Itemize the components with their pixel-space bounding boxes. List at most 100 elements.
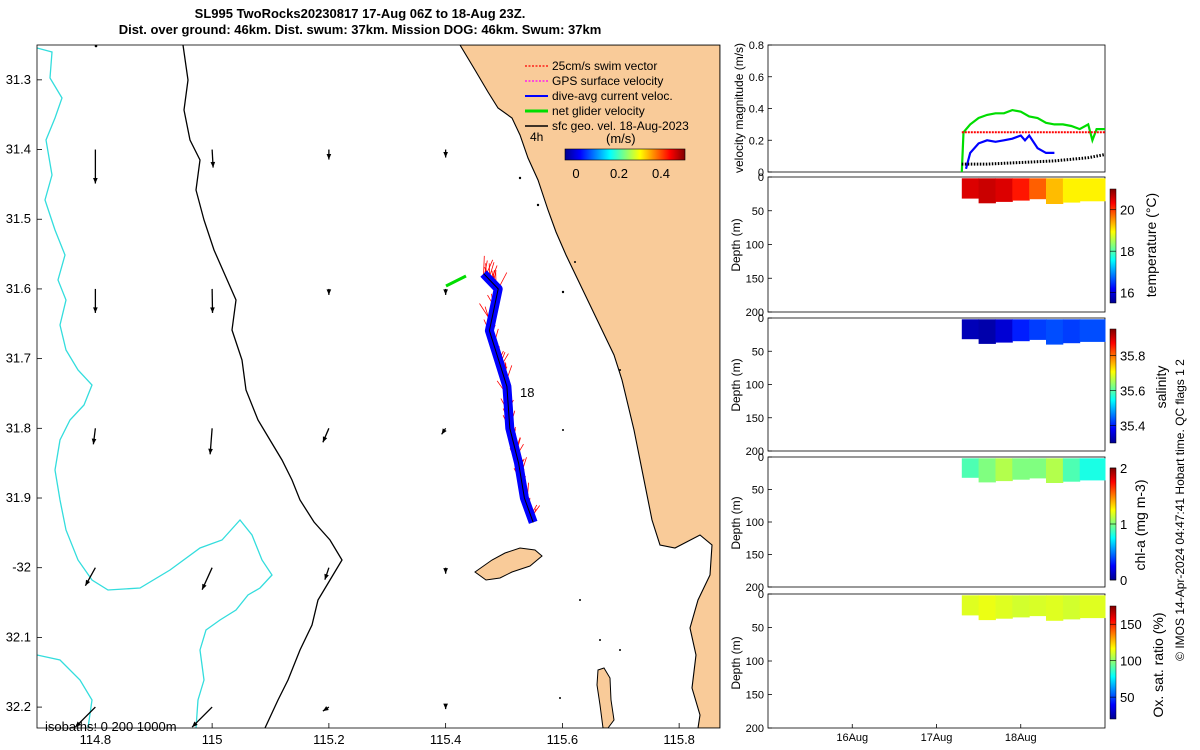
section-panels: Depth (m) temperature (°C) Depth (m) sal… — [729, 172, 1169, 735]
velocity-series-line — [960, 108, 1105, 173]
section-data: 05010015020016182005010015020035.435.635… — [746, 172, 1146, 735]
section-cell — [1029, 319, 1047, 340]
geo-velocity-arrowhead — [208, 448, 213, 455]
colorbar-tick-label: 16 — [1120, 286, 1134, 301]
map-y-ticks: 31.3 31.4 31.5 31.6 31.7 31.8 31.9 -32 32.1 32.2 — [6, 72, 42, 714]
chla-ylabel: Depth (m) — [729, 496, 743, 549]
section-cell — [1029, 595, 1047, 617]
colorbar-tick-label: 35.6 — [1120, 383, 1145, 398]
velocity-panel: 0 0.2 0.4 0.6 0.8 velocity magnitude (m/s) — [732, 40, 1106, 179]
velocity-series-line — [964, 133, 1055, 170]
time-axis: 16Aug 17Aug 18Aug — [836, 724, 1037, 744]
land-mass — [459, 45, 720, 728]
map-x-tick-label: 115.2 — [313, 732, 345, 747]
velocity-axes — [767, 44, 1106, 173]
map-y-tick-label: 31.3 — [6, 72, 31, 87]
geo-velocity-arrowhead — [210, 307, 215, 313]
depth-tick-label: 100 — [746, 517, 764, 529]
section-cell — [1046, 319, 1064, 345]
depth-tick-label: 200 — [746, 582, 764, 594]
colorbar-tick-label: 20 — [1120, 203, 1134, 218]
depth-tick-label: 50 — [752, 485, 764, 497]
map-x-tick-label: 115.4 — [430, 732, 462, 747]
colorbar-tick-label: 18 — [1120, 244, 1134, 259]
map-y-tick-label: 31.9 — [6, 490, 31, 505]
depth-tick-label: 100 — [746, 656, 764, 668]
geo-velocity-arrowhead — [326, 154, 332, 160]
map-x-tick-label: 115.8 — [663, 732, 695, 747]
map-y-tick-label: 31.8 — [6, 420, 31, 435]
section-cell — [1062, 178, 1081, 203]
section-cell — [1079, 319, 1106, 342]
colorbar-tick-label: 1 — [1120, 517, 1127, 532]
section-cell — [1062, 319, 1081, 344]
colorbar-tick-label: 0 — [1120, 573, 1127, 588]
section-cell — [1046, 458, 1064, 483]
geo-velocity-arrowhead — [443, 568, 448, 574]
velocity-series-line — [961, 153, 1106, 166]
speed-colorbar — [564, 148, 686, 161]
map-x-tick-label: 115 — [202, 732, 223, 747]
geo-velocity-arrowhead — [75, 721, 81, 728]
oxygen-colorbar — [1109, 605, 1117, 720]
depth-tick-label: 100 — [746, 240, 764, 252]
geo-velocity-arrowhead — [324, 573, 329, 580]
isobath-200m — [182, 45, 343, 728]
depth-tick-label: 0 — [758, 589, 764, 601]
legend-label-swim: 25cm/s swim vector — [552, 59, 657, 73]
geo-velocity-arrows — [74, 149, 448, 728]
colorbar-tick-label: 35.4 — [1120, 418, 1145, 433]
map-x-tick-label: 115.6 — [547, 732, 579, 747]
section-cell — [995, 319, 1013, 343]
net-velocity-arrow — [445, 274, 467, 288]
velocity-y-tick-label: 0.2 — [749, 135, 764, 147]
salinity-colorbar — [1109, 328, 1117, 444]
section-cell — [1012, 178, 1030, 201]
geo-velocity-arrowhead — [322, 706, 329, 712]
legend-label-geo: sfc geo. vel. 18-Aug-2023 — [552, 119, 689, 133]
imos-credit: © IMOS 14-Apr-2024 04:47:41 Hobart time.… — [1173, 359, 1187, 661]
isobath-1000m-lower — [37, 654, 93, 728]
legend-label-net: net glider velocity — [552, 104, 645, 118]
geo-velocity-arrowhead — [93, 178, 98, 184]
depth-tick-label: 200 — [746, 446, 764, 458]
geo-velocity-arrowhead — [326, 289, 332, 295]
section-cell — [1012, 319, 1030, 342]
section-cell — [1062, 595, 1081, 620]
speed-colorbar-unit: (m/s) — [606, 131, 636, 146]
geo-velocity-arrowhead — [443, 152, 448, 158]
depth-tick-label: 0 — [758, 172, 764, 184]
temperature-colorbar-label: temperature (°C) — [1143, 193, 1159, 297]
geo-velocity-arrowhead — [443, 703, 448, 710]
map-y-tick-label: 31.7 — [6, 351, 31, 366]
section-cell — [1062, 458, 1081, 482]
geo-velocity-arrowhead — [441, 428, 447, 435]
section-cell — [978, 178, 996, 204]
legend-label-current: dive-avg current veloc. — [552, 89, 673, 103]
section-cell — [978, 595, 996, 621]
garden-island — [596, 667, 615, 728]
section-cell — [961, 595, 980, 616]
velocity-y-tick-label: 0.6 — [749, 72, 764, 84]
geo-velocity-arrowhead — [210, 161, 216, 168]
glider-track-centerline — [483, 273, 534, 523]
map-y-tick-label: 31.6 — [6, 281, 31, 296]
colorbar-tick-label: 150 — [1120, 617, 1142, 632]
isobath-1000m — [37, 47, 273, 728]
velocity-y-tick-label: 0.8 — [749, 40, 764, 52]
section-cell — [1079, 595, 1106, 619]
section-cell — [1012, 595, 1030, 618]
map-y-tick-label: 31.5 — [6, 211, 31, 226]
time-tick-label: 16Aug — [836, 732, 868, 744]
section-cell — [1029, 178, 1047, 200]
section-cell — [1046, 595, 1064, 621]
colorbar-tick-label: 2 — [1120, 461, 1127, 476]
depth-tick-label: 0 — [758, 313, 764, 325]
depth-tick-label: 200 — [746, 307, 764, 319]
section-cell — [978, 319, 996, 344]
depth-tick-label: 200 — [746, 723, 764, 735]
geo-velocity-arrowhead — [192, 721, 198, 728]
section-cell — [961, 178, 980, 199]
figure-title: SL995 TwoRocks20230817 17-Aug 06Z to 18-… — [0, 6, 720, 38]
salinity-ylabel: Depth (m) — [729, 358, 743, 411]
